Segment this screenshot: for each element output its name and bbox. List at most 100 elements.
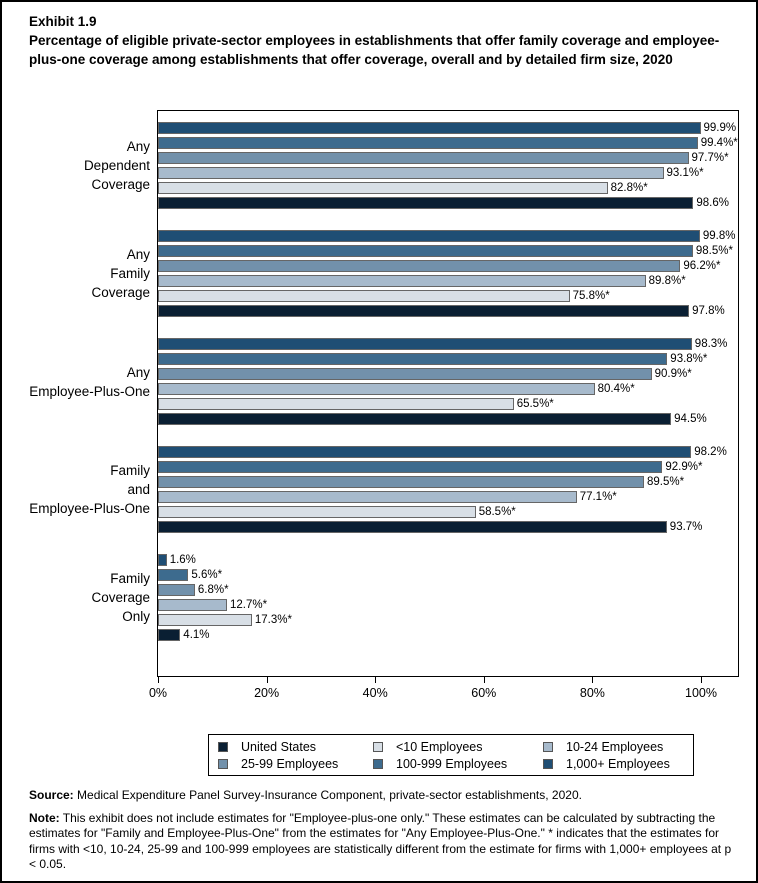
bar-10-employees bbox=[158, 182, 608, 194]
bar-1-000-employees bbox=[158, 554, 167, 566]
bar-value-label: 89.8%* bbox=[648, 275, 686, 287]
bar-value-label: 99.8% bbox=[702, 230, 736, 242]
bar-row-any-dependent-coverage-10-24-employees: 93.1%* bbox=[158, 167, 704, 179]
bar-row-any-employee-plus-one-1-000-employees: 98.3% bbox=[158, 338, 727, 350]
bar-value-label: 77.1%* bbox=[579, 491, 617, 503]
bar-value-label: 82.8%* bbox=[610, 182, 648, 194]
legend-row: United States <10 Employees 10-24 Employee… bbox=[209, 739, 693, 755]
source-line: Source: Medical Expenditure Panel Survey… bbox=[29, 788, 737, 804]
legend-label: United States bbox=[241, 740, 317, 754]
bar-value-label: 96.2%* bbox=[683, 260, 721, 272]
legend-swatch-united-states bbox=[218, 742, 228, 752]
bar-row-any-dependent-coverage-10-employees: 82.8%* bbox=[158, 182, 648, 194]
x-tick bbox=[375, 677, 377, 683]
legend-label: 25-99 Employees bbox=[241, 757, 339, 771]
bar-row-family-and-employee-plus-one-10-24-employees: 77.1%* bbox=[158, 491, 617, 503]
category-label-family-coverage-only: Family Coverage Only bbox=[2, 554, 150, 641]
footer: Source: Medical Expenditure Panel Survey… bbox=[29, 788, 737, 880]
bar-row-any-family-coverage-25-99-employees: 96.2%* bbox=[158, 260, 720, 272]
bar-10-24-employees bbox=[158, 599, 227, 611]
bar-100-999-employees bbox=[158, 461, 663, 473]
legend-row: 25-99 Employees 100-999 Employees 1,000+ E… bbox=[209, 756, 693, 772]
category-label-line: Only bbox=[122, 609, 150, 624]
bar-value-label: 99.4%* bbox=[700, 137, 738, 149]
bar-row-any-dependent-coverage-united-states: 98.6% bbox=[158, 197, 729, 209]
bar-value-label: 93.1%* bbox=[666, 167, 704, 179]
legend-item-united-states: United States bbox=[218, 739, 316, 755]
x-tick-label: 40% bbox=[362, 686, 388, 700]
bar-row-family-coverage-only-10-employees: 17.3%* bbox=[158, 614, 292, 626]
bar-united-states bbox=[158, 629, 181, 641]
bar-10-employees bbox=[158, 398, 514, 410]
bar-row-any-family-coverage-1-000-employees: 99.8% bbox=[158, 230, 736, 242]
bar-25-99-employees bbox=[158, 584, 195, 596]
bar-value-label: 99.9% bbox=[703, 122, 737, 134]
bar-row-any-employee-plus-one-10-24-employees: 80.4%* bbox=[158, 383, 635, 395]
category-label-any-dependent-coverage: Any Dependent Coverage bbox=[2, 122, 150, 209]
chart-title: Percentage of eligible private-sector em… bbox=[29, 33, 720, 67]
bar-value-label: 98.3% bbox=[694, 338, 728, 350]
note-label: Note: bbox=[29, 810, 60, 825]
x-tick-label: 0% bbox=[148, 686, 168, 700]
bar-value-label: 93.8%* bbox=[670, 353, 708, 365]
legend-label: <10 Employees bbox=[396, 740, 483, 754]
category-label-line: Family bbox=[110, 463, 150, 478]
bar-row-family-coverage-only-1-000-employees: 1.6% bbox=[158, 554, 196, 566]
category-label-line: and bbox=[127, 482, 150, 497]
bar-row-any-employee-plus-one-united-states: 94.5% bbox=[158, 413, 707, 425]
bar-25-99-employees bbox=[158, 368, 652, 380]
bar-10-24-employees bbox=[158, 491, 577, 503]
legend-swatch-100-999-employees bbox=[373, 759, 383, 769]
bar-10-24-employees bbox=[158, 275, 646, 287]
bar-100-999-employees bbox=[158, 245, 693, 257]
bar-100-999-employees bbox=[158, 353, 668, 365]
bar-value-label: 75.8%* bbox=[572, 290, 610, 302]
bar-row-family-and-employee-plus-one-100-999-employees: 92.9%* bbox=[158, 461, 702, 473]
category-label-line: Family bbox=[110, 266, 150, 281]
x-axis: 0% 20% 40% 60% 80% 100% bbox=[149, 677, 740, 709]
bar-row-any-employee-plus-one-10-employees: 65.5%* bbox=[158, 398, 554, 410]
bar-value-label: 98.5%* bbox=[695, 245, 733, 257]
category-label-line: Coverage bbox=[91, 590, 150, 605]
bar-united-states bbox=[158, 413, 672, 425]
plot-area: 99.9% 99.4%* 97.7%* 93.1%* 82.8%* 98.6% 99.8% 9… bbox=[157, 110, 739, 677]
exhibit-label: Exhibit 1.9 bbox=[29, 14, 97, 29]
bar-value-label: 90.9%* bbox=[654, 368, 692, 380]
bar-row-any-family-coverage-100-999-employees: 98.5%* bbox=[158, 245, 733, 257]
bar-value-label: 97.8% bbox=[692, 305, 725, 317]
bar-1-000-employees bbox=[158, 446, 692, 458]
legend-item-100-999-employees: 100-999 Employees bbox=[373, 756, 507, 772]
bar-row-any-dependent-coverage-1-000-employees: 99.9% bbox=[158, 122, 736, 134]
legend-label: 100-999 Employees bbox=[396, 757, 508, 771]
category-label-line: Coverage bbox=[91, 285, 150, 300]
bar-value-label: 58.5%* bbox=[478, 506, 516, 518]
legend-swatch-10-employees bbox=[373, 742, 383, 752]
category-label-any-employee-plus-one: Any Employee-Plus-One bbox=[2, 338, 150, 425]
bar-value-label: 92.9%* bbox=[665, 461, 703, 473]
bar-1-000-employees bbox=[158, 338, 692, 350]
bar-row-family-coverage-only-10-24-employees: 12.7%* bbox=[158, 599, 267, 611]
bar-row-any-dependent-coverage-100-999-employees: 99.4%* bbox=[158, 137, 738, 149]
x-tick-label: 20% bbox=[254, 686, 280, 700]
bar-row-any-family-coverage-10-employees: 75.8%* bbox=[158, 290, 610, 302]
x-tick bbox=[701, 677, 702, 683]
legend-swatch-1-000-employees bbox=[543, 759, 553, 769]
bar-100-999-employees bbox=[158, 137, 698, 149]
category-label-line: Any bbox=[126, 364, 150, 380]
category-label-line: Any bbox=[126, 247, 150, 262]
bar-10-employees bbox=[158, 614, 252, 626]
note-line: Note: This exhibit does not include esti… bbox=[29, 811, 737, 873]
legend-item-25-99-employees: 25-99 Employees bbox=[218, 756, 338, 772]
x-tick bbox=[266, 677, 268, 683]
bar-row-family-and-employee-plus-one-10-employees: 58.5%* bbox=[158, 506, 516, 518]
bar-10-employees bbox=[158, 506, 476, 518]
bar-100-999-employees bbox=[158, 569, 189, 581]
bar-row-any-family-coverage-10-24-employees: 89.8%* bbox=[158, 275, 686, 287]
category-label-line: Employee-Plus-One bbox=[29, 383, 150, 399]
bar-10-24-employees bbox=[158, 383, 595, 395]
bar-1-000-employees bbox=[158, 230, 700, 242]
legend-item-10-employees: <10 Employees bbox=[373, 739, 483, 755]
bar-value-label: 98.6% bbox=[696, 197, 729, 209]
source-label: Source: bbox=[29, 788, 74, 802]
bar-10-employees bbox=[158, 290, 570, 302]
